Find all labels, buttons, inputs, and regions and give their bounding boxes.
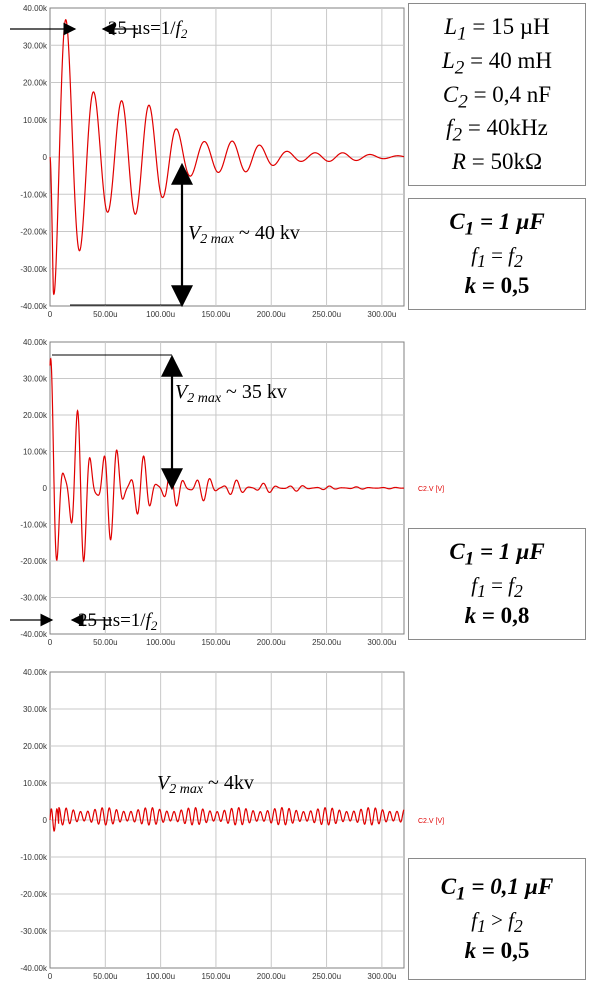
y-tick-label: 20.00k: [23, 411, 48, 420]
x-tick-label: 300.00u: [367, 310, 396, 319]
period-label: 25 µs=1/f2: [108, 18, 188, 41]
y-tick-label: -20.00k: [20, 557, 48, 566]
case-2-c1: C1 = 1 µF: [449, 539, 545, 570]
x-tick-label: 200.00u: [257, 972, 286, 981]
x-tick-label: 0: [48, 638, 53, 647]
x-tick-label: 250.00u: [312, 972, 341, 981]
circuit-parameters-box: L1 = 15 µH L2 = 40 mH C2 = 0,4 nF f2 = 4…: [408, 3, 586, 186]
y-tick-label: -40.00k: [20, 630, 48, 639]
case-2-k: k = 0,8: [464, 602, 530, 628]
x-tick-label: 150.00u: [201, 638, 230, 647]
y-tick-label: -30.00k: [20, 927, 48, 936]
case-3-f: f1 > f2: [471, 907, 523, 936]
waveform-line: [49, 19, 405, 296]
param-c2: C2 = 0,4 nF: [442, 81, 552, 113]
chart-panel-1: 0 50.00u 100.00u 150.00u 200.00u 250.00u 300.0…: [10, 4, 405, 319]
y-tick-label: -10.00k: [20, 521, 48, 530]
period-label: 25 µs=1/f2: [78, 610, 158, 633]
y-tick-label: 0: [43, 153, 48, 162]
param-f2: f2 = 40kHz: [446, 115, 548, 146]
y-tick-label: 30.00k: [23, 41, 48, 50]
param-r: R = 50kΩ: [451, 148, 543, 174]
x-tick-label: 50.00u: [93, 972, 117, 981]
case-3-k: k = 0,5: [464, 937, 530, 963]
x-tick-label: 150.00u: [201, 310, 230, 319]
x-tick-label: 150.00u: [201, 972, 230, 981]
y-tick-label: -30.00k: [20, 594, 48, 603]
y-tick-label: -30.00k: [20, 265, 48, 274]
x-tick-label: 0: [48, 972, 53, 981]
series-label: C2.V [V]: [418, 818, 444, 825]
series-label: C2.V [V]: [418, 486, 444, 493]
param-l2: L2 = 40 mH: [441, 47, 553, 79]
param-l1: L1 = 15 µH: [444, 14, 550, 45]
vmax-label: V2 max ~ 40 kv: [188, 222, 300, 247]
x-tick-label: 100.00u: [146, 972, 175, 981]
x-tick-label: 100.00u: [146, 310, 175, 319]
y-tick-label: 0: [43, 816, 48, 825]
x-tick-label: 100.00u: [146, 638, 175, 647]
y-tick-label: 10.00k: [23, 448, 48, 457]
y-tick-label: 30.00k: [23, 705, 48, 714]
x-tick-label: 300.00u: [367, 638, 396, 647]
y-tick-label: -40.00k: [20, 302, 48, 311]
case-box-2: C1 = 1 µF f1 = f2 k = 0,8: [408, 528, 586, 640]
y-tick-label: 0: [43, 484, 48, 493]
x-tick-label: 0: [48, 310, 53, 319]
y-tick-label: -40.00k: [20, 964, 48, 973]
case-box-3: C1 = 0,1 µF f1 > f2 k = 0,5: [408, 858, 586, 980]
y-tick-label: -10.00k: [20, 190, 48, 199]
x-tick-label: 200.00u: [257, 638, 286, 647]
x-tick-label: 250.00u: [312, 310, 341, 319]
y-tick-label: -20.00k: [20, 890, 48, 899]
y-tick-label: 40.00k: [23, 4, 48, 13]
case-1-k: k = 0,5: [464, 272, 530, 298]
vmax-label: V2 max ~ 4kv: [157, 772, 254, 797]
y-tick-label: 40.00k: [23, 668, 48, 677]
y-tick-label: 40.00k: [23, 338, 48, 347]
case-box-1: C1 = 1 µF f1 = f2 k = 0,5: [408, 198, 586, 310]
waveform-line: [49, 806, 405, 832]
y-tick-label: -10.00k: [20, 853, 48, 862]
x-tick-label: 200.00u: [257, 310, 286, 319]
case-2-f: f1 = f2: [471, 572, 523, 601]
y-tick-label: 20.00k: [23, 79, 48, 88]
x-tick-label: 50.00u: [93, 638, 117, 647]
case-1-c1: C1 = 1 µF: [449, 209, 545, 240]
waveform-line: [49, 357, 405, 563]
y-tick-label: 10.00k: [23, 779, 48, 788]
chart-panel-2: 0 50.00u 100.00u 150.00u 200.00u 250.00u 300.0…: [10, 338, 444, 647]
chart-panel-3: 0 50.00u 100.00u 150.00u 200.00u 250.00u 300.0…: [20, 668, 444, 981]
vmax-label: V2 max ~ 35 kv: [175, 381, 287, 406]
x-tick-label: 50.00u: [93, 310, 117, 319]
y-tick-label: -20.00k: [20, 228, 48, 237]
y-tick-label: 30.00k: [23, 375, 48, 384]
case-3-c1: C1 = 0,1 µF: [440, 874, 554, 905]
x-tick-label: 300.00u: [367, 972, 396, 981]
x-tick-label: 250.00u: [312, 638, 341, 647]
y-tick-label: 20.00k: [23, 742, 48, 751]
case-1-f: f1 = f2: [471, 242, 523, 271]
y-tick-label: 10.00k: [23, 116, 48, 125]
